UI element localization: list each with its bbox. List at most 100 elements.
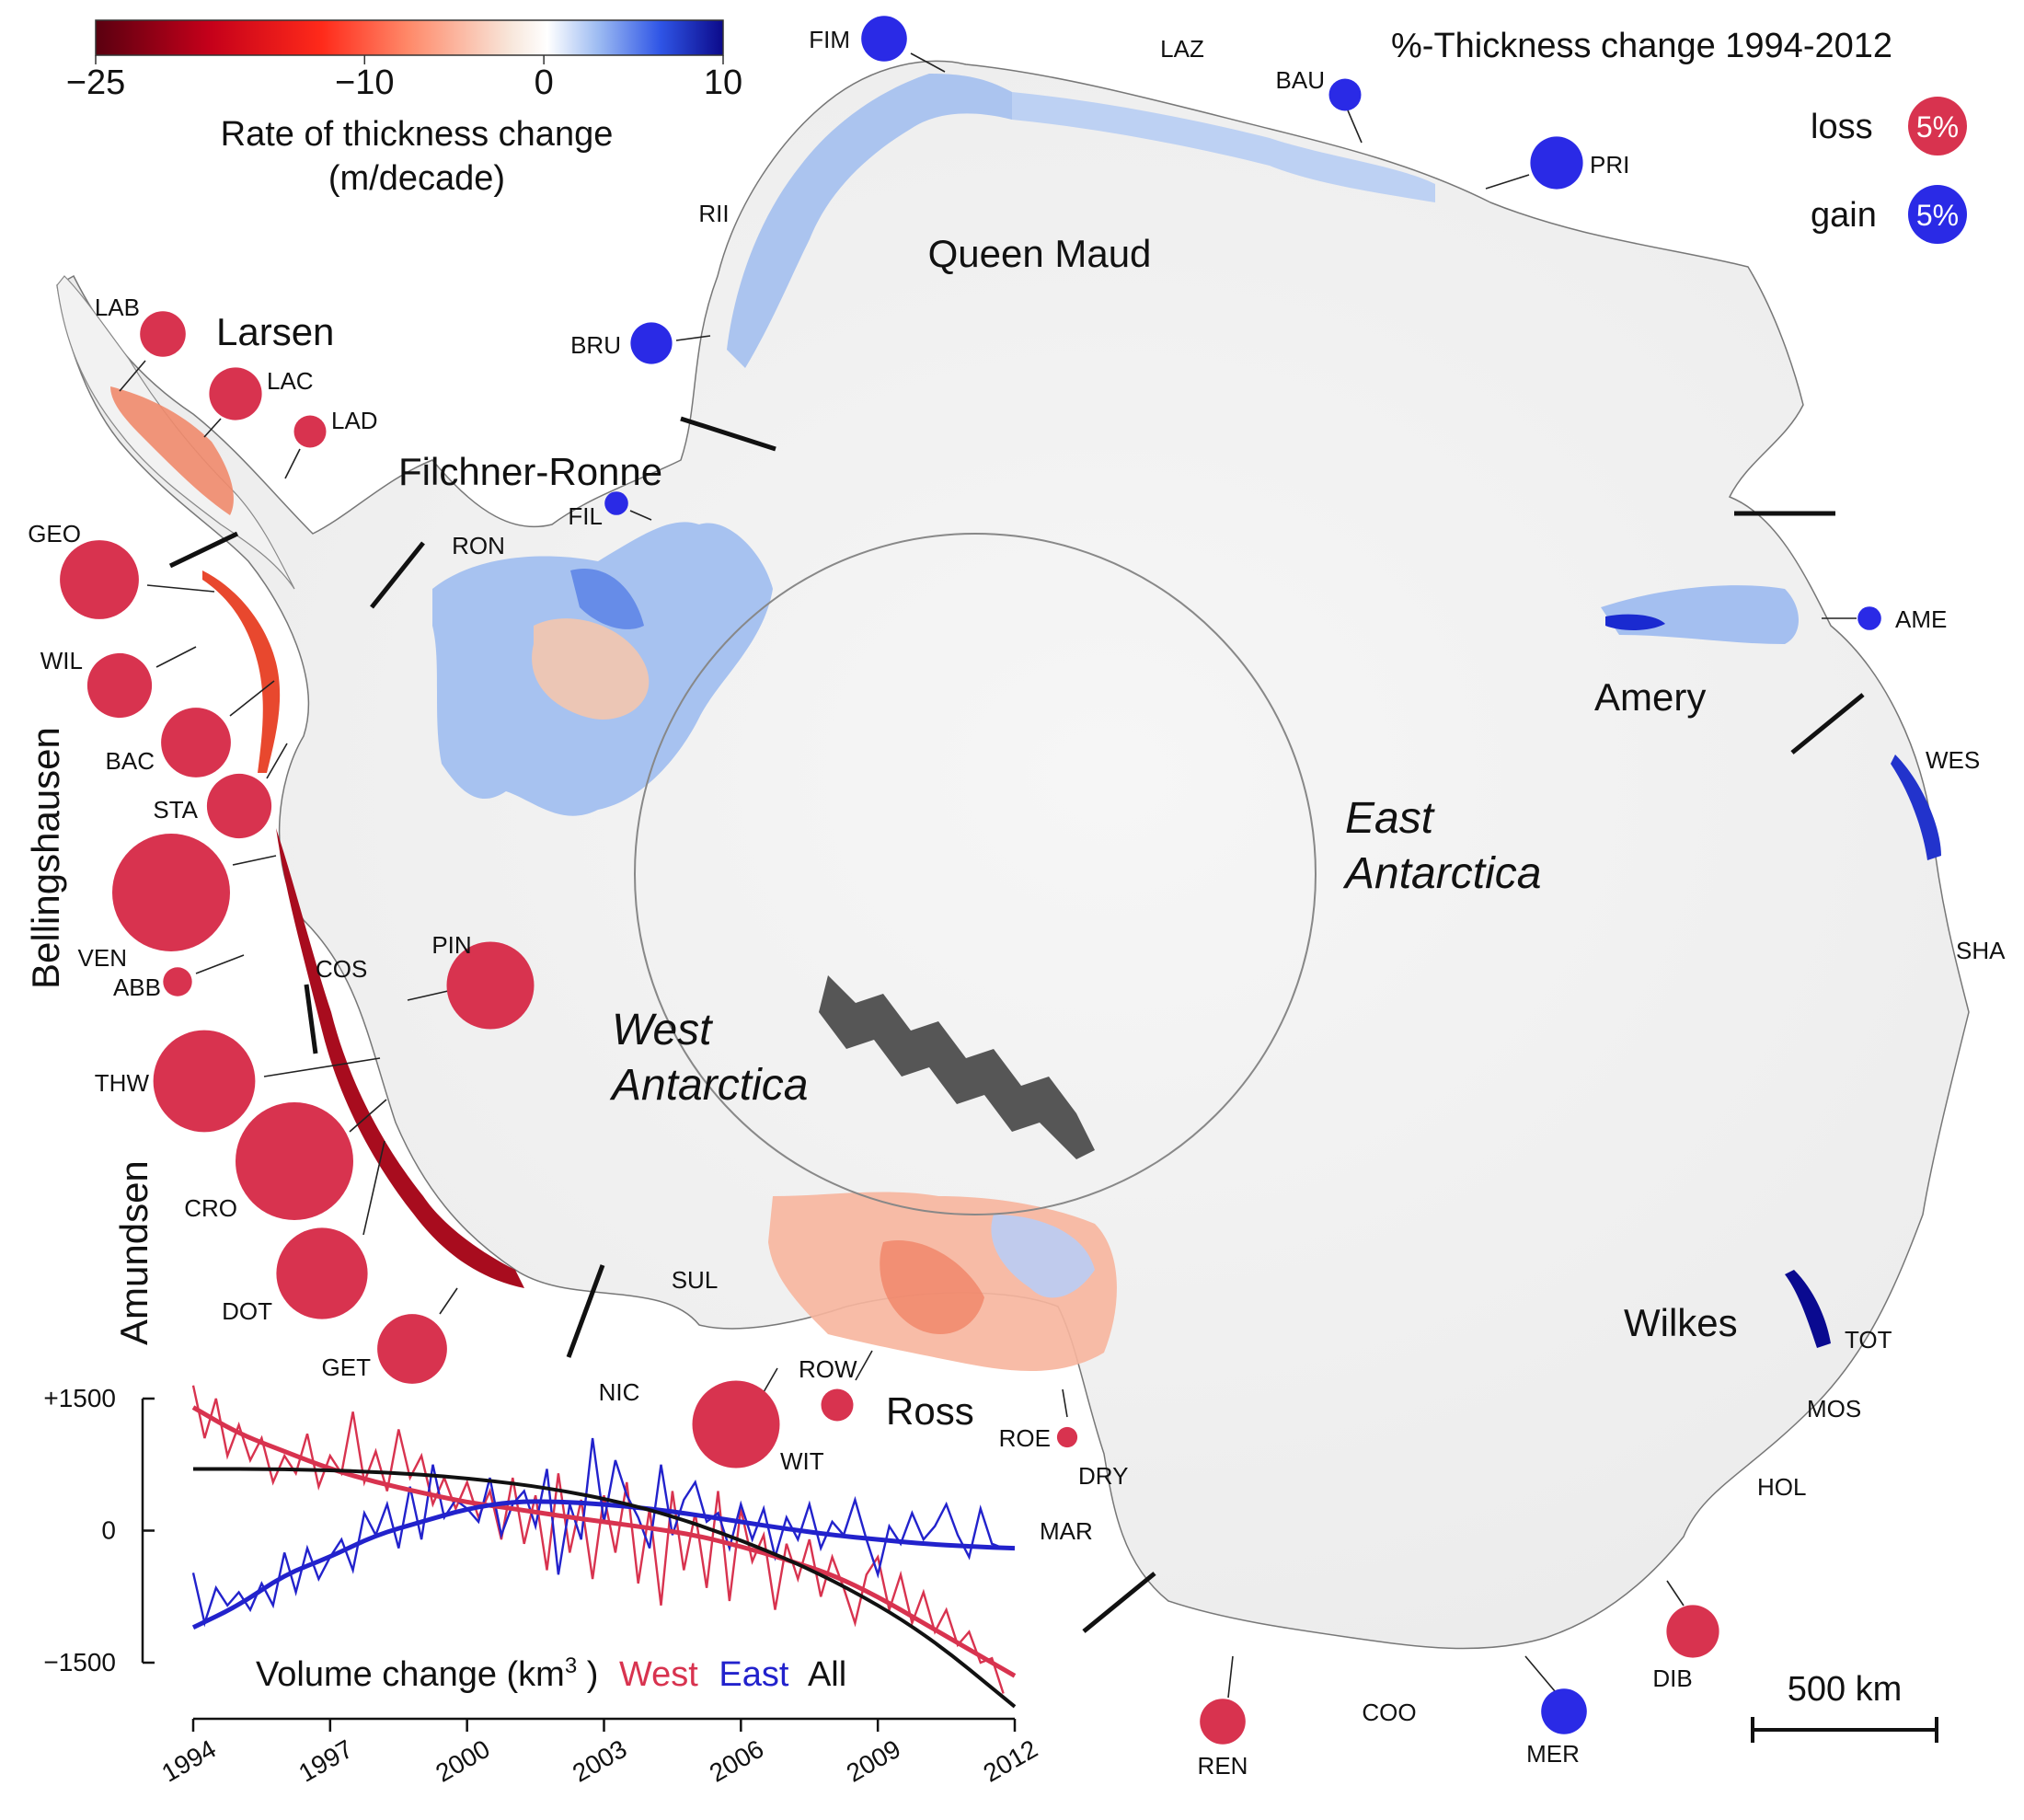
shelf-label-dot: DOT xyxy=(222,1297,272,1325)
ross-shelf-blue xyxy=(991,1215,1095,1298)
shelf-label-dry: DRY xyxy=(1078,1462,1128,1490)
divider-larsen xyxy=(168,531,239,569)
chart-legend-all: All xyxy=(808,1655,846,1694)
shelf-label-cos: COS xyxy=(316,955,367,983)
shelf-label-dib: DIB xyxy=(1652,1664,1692,1692)
shelf-leader-line xyxy=(439,1287,458,1315)
larsen-shelf xyxy=(110,386,234,515)
colorbar-tick-label: 10 xyxy=(704,63,742,102)
chart-y-ticks: +1500 0 −1500 xyxy=(43,1384,155,1676)
chart-x-tick-label: 2012 xyxy=(979,1734,1042,1788)
colorbar-label-line2: (m/decade) xyxy=(328,159,505,198)
divider-amery xyxy=(1790,693,1865,754)
shelf-marker-get xyxy=(377,1314,447,1384)
shelf-leader-line xyxy=(407,990,449,1001)
colorbar-tick-label: −10 xyxy=(335,63,394,102)
shelf-marker-lab xyxy=(140,311,186,357)
shelf-label-roe: ROE xyxy=(999,1424,1051,1452)
shelf-label-lab: LAB xyxy=(95,294,140,321)
shelf-leader-line xyxy=(195,954,245,974)
region-labels: Queen Maud Larsen Filchner-Ronne Belling… xyxy=(24,232,1738,1433)
colorbar-gradient xyxy=(95,19,724,56)
shelf-leader-line xyxy=(763,1367,778,1393)
shelf-marker-pin xyxy=(446,941,535,1030)
region-larsen: Larsen xyxy=(216,310,334,353)
legend-gain-value: 5% xyxy=(1916,199,1959,232)
legend-gain-label: gain xyxy=(1811,196,1877,235)
shelf-label-pin: PIN xyxy=(431,931,471,959)
queen-maud-coast xyxy=(727,74,1012,368)
shelf-leader-line xyxy=(1062,1388,1068,1418)
shelf-leader-line xyxy=(362,1140,385,1236)
region-bellingshausen: Bellingshausen xyxy=(24,727,67,989)
divider-mar xyxy=(1082,1572,1156,1633)
shelf-label-thw: THW xyxy=(95,1069,150,1097)
region-east-line1: East xyxy=(1345,794,1435,843)
east-coast-blue-2 xyxy=(1785,1270,1831,1348)
shelf-marker-thw xyxy=(153,1030,256,1133)
shelf-label-cro: CRO xyxy=(184,1194,237,1222)
shelf-label-rii: RII xyxy=(698,200,729,227)
shelf-label-hol: HOL xyxy=(1757,1473,1806,1501)
chart-x-tick-label: 2003 xyxy=(568,1734,631,1788)
chart-y-tick-label: 0 xyxy=(101,1516,116,1545)
chart-legend-west: West xyxy=(619,1655,698,1694)
shelf-label-ven: VEN xyxy=(78,944,127,972)
shelf-marker-mer xyxy=(1541,1688,1587,1734)
chart-x-tick-label: 2009 xyxy=(842,1734,905,1788)
chart-xlabel-sup: 3 xyxy=(565,1653,577,1678)
shelf-label-row: ROW xyxy=(799,1355,857,1383)
polar-hole-circle xyxy=(634,533,1317,1215)
shelf-marker-row xyxy=(821,1388,854,1422)
shelf-leader-line xyxy=(629,510,652,521)
region-amery: Amery xyxy=(1594,675,1706,719)
chart-x-tick-label: 1997 xyxy=(293,1734,357,1788)
colorbar-label-line1: Rate of thickness change xyxy=(221,115,614,154)
scale-bar-label: 500 km xyxy=(1788,1670,1903,1709)
shelf-label-ron: RON xyxy=(452,532,505,559)
ice-stream-speckles xyxy=(819,975,1095,1159)
chart-x-tick-label: 2000 xyxy=(431,1734,494,1788)
shelf-leader-line xyxy=(155,646,197,668)
chart-x-tick-label: 1994 xyxy=(157,1734,221,1788)
shelf-markers: FIM LAZ BAU PRI RII BRU LAB LAC LAD FIL RON GEO WIL B… xyxy=(28,16,2006,1780)
shelf-marker-abb xyxy=(163,967,192,996)
shelf-label-pri: PRI xyxy=(1590,151,1629,179)
region-east-line2: Antarctica xyxy=(1342,849,1541,898)
shelf-marker-ven xyxy=(112,834,230,951)
shelf-leader-line xyxy=(203,418,222,438)
divider-nic xyxy=(566,1264,605,1358)
shelf-leader-line xyxy=(910,52,946,73)
shelf-leader-line xyxy=(1347,109,1363,144)
shelf-label-nic: NIC xyxy=(599,1378,640,1406)
shelf-leader-line xyxy=(1485,174,1530,190)
shelf-label-get: GET xyxy=(322,1353,372,1381)
region-filchner-ronne: Filchner-Ronne xyxy=(398,450,662,493)
east-coast-blue-1 xyxy=(1891,754,1941,860)
shelf-marker-fim xyxy=(861,16,907,62)
divider-cos xyxy=(304,984,318,1054)
antarctica-map xyxy=(56,60,1970,1650)
shelf-label-wes: WES xyxy=(1926,746,1980,774)
shelf-marker-pri xyxy=(1530,136,1583,190)
shelf-label-bru: BRU xyxy=(570,331,621,359)
region-amundsen: Amundsen xyxy=(112,1160,155,1345)
title-legend: %-Thickness change 1994-2012 loss 5% gai… xyxy=(1391,27,1967,244)
shelf-label-mar: MAR xyxy=(1040,1517,1093,1545)
shelf-marker-ren xyxy=(1200,1699,1246,1745)
shelf-marker-geo xyxy=(60,540,139,619)
region-dividers xyxy=(168,416,1865,1633)
shelf-marker-bru xyxy=(630,322,673,364)
shelf-leader-line xyxy=(146,584,215,593)
chart-y-tick-label: +1500 xyxy=(43,1384,116,1412)
shelf-marker-fil xyxy=(604,491,628,515)
shelf-leader-line xyxy=(675,335,711,341)
chart-series-west xyxy=(191,1385,1005,1694)
shelf-label-sta: STA xyxy=(153,796,198,824)
region-wilkes: Wilkes xyxy=(1624,1301,1738,1344)
region-queen-maud: Queen Maud xyxy=(928,232,1152,275)
shelf-label-mer: MER xyxy=(1526,1740,1580,1768)
shelf-label-fil: FIL xyxy=(568,502,603,530)
shelf-leader-line xyxy=(349,1099,387,1133)
